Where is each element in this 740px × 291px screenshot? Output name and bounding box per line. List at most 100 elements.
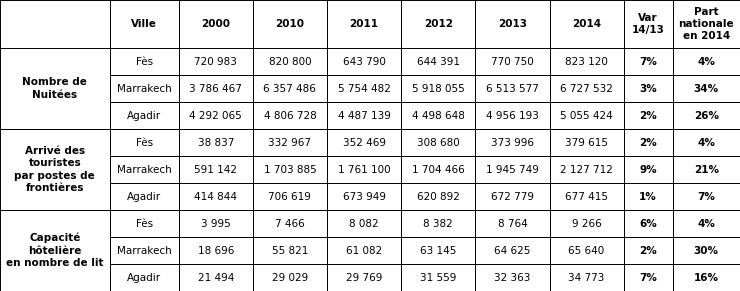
Bar <box>327 183 401 210</box>
Text: 1 704 466: 1 704 466 <box>412 164 465 175</box>
Bar <box>673 129 740 156</box>
Bar <box>624 156 673 183</box>
Text: 823 120: 823 120 <box>565 56 608 67</box>
Text: 706 619: 706 619 <box>269 191 312 201</box>
Bar <box>401 264 475 291</box>
Text: 6 357 486: 6 357 486 <box>263 84 317 93</box>
Bar <box>475 75 550 102</box>
Text: 2%: 2% <box>639 138 657 148</box>
Bar <box>401 183 475 210</box>
Bar <box>0 129 110 210</box>
Text: 34 773: 34 773 <box>568 272 605 283</box>
Text: 4 806 728: 4 806 728 <box>263 111 316 120</box>
Bar <box>178 102 253 129</box>
Text: 31 559: 31 559 <box>420 272 457 283</box>
Text: 352 469: 352 469 <box>343 138 386 148</box>
Text: Part
nationale
en 2014: Part nationale en 2014 <box>679 7 734 41</box>
Bar <box>253 237 327 264</box>
Bar <box>475 237 550 264</box>
Bar <box>475 156 550 183</box>
Bar <box>475 102 550 129</box>
Bar <box>624 129 673 156</box>
Text: 63 145: 63 145 <box>420 246 457 255</box>
Text: 672 779: 672 779 <box>491 191 534 201</box>
Text: Nombre de
Nuitées: Nombre de Nuitées <box>22 77 87 100</box>
Text: 820 800: 820 800 <box>269 56 312 67</box>
Bar <box>401 237 475 264</box>
Bar <box>0 0 110 48</box>
Bar <box>550 210 624 237</box>
Text: 6%: 6% <box>639 219 657 228</box>
Bar <box>550 183 624 210</box>
Bar <box>253 0 327 48</box>
Text: 770 750: 770 750 <box>491 56 534 67</box>
Text: 3 786 467: 3 786 467 <box>189 84 242 93</box>
Text: Agadir: Agadir <box>127 111 161 120</box>
Text: 8 082: 8 082 <box>349 219 379 228</box>
Bar <box>673 237 740 264</box>
Text: 308 680: 308 680 <box>417 138 460 148</box>
Bar <box>550 264 624 291</box>
Text: Fès: Fès <box>135 138 152 148</box>
Text: 620 892: 620 892 <box>417 191 460 201</box>
Text: 1 703 885: 1 703 885 <box>263 164 316 175</box>
Bar <box>475 48 550 75</box>
Bar <box>673 0 740 48</box>
Text: 64 625: 64 625 <box>494 246 531 255</box>
Text: 1%: 1% <box>639 191 657 201</box>
Bar <box>327 0 401 48</box>
Bar <box>253 102 327 129</box>
Bar <box>110 237 178 264</box>
Bar <box>327 264 401 291</box>
Text: 7%: 7% <box>639 272 657 283</box>
Text: 61 082: 61 082 <box>346 246 383 255</box>
Bar <box>110 264 178 291</box>
Bar <box>178 156 253 183</box>
Bar <box>550 48 624 75</box>
Bar <box>673 75 740 102</box>
Text: 5 918 055: 5 918 055 <box>412 84 465 93</box>
Text: 2%: 2% <box>639 246 657 255</box>
Bar <box>475 129 550 156</box>
Bar <box>673 48 740 75</box>
Text: 1 945 749: 1 945 749 <box>486 164 539 175</box>
Text: 720 983: 720 983 <box>195 56 238 67</box>
Bar <box>327 102 401 129</box>
Bar <box>110 75 178 102</box>
Text: 414 844: 414 844 <box>195 191 238 201</box>
Bar <box>110 0 178 48</box>
Bar <box>673 183 740 210</box>
Text: 4%: 4% <box>697 56 716 67</box>
Text: 4 292 065: 4 292 065 <box>189 111 242 120</box>
Text: 7 466: 7 466 <box>275 219 305 228</box>
Text: 2010: 2010 <box>275 19 304 29</box>
Text: 643 790: 643 790 <box>343 56 386 67</box>
Bar <box>624 102 673 129</box>
Text: 5 055 424: 5 055 424 <box>560 111 613 120</box>
Bar <box>401 102 475 129</box>
Text: Marrakech: Marrakech <box>117 164 172 175</box>
Bar <box>178 210 253 237</box>
Bar <box>624 264 673 291</box>
Bar <box>673 264 740 291</box>
Bar <box>110 129 178 156</box>
Bar <box>327 129 401 156</box>
Text: Agadir: Agadir <box>127 272 161 283</box>
Text: 2011: 2011 <box>349 19 379 29</box>
Bar <box>178 75 253 102</box>
Bar <box>110 48 178 75</box>
Text: Arrivé des
touristes
par postes de
frontières: Arrivé des touristes par postes de front… <box>14 146 95 193</box>
Text: 30%: 30% <box>694 246 719 255</box>
Bar <box>475 210 550 237</box>
Bar <box>253 183 327 210</box>
Bar <box>673 156 740 183</box>
Text: Agadir: Agadir <box>127 191 161 201</box>
Bar <box>253 75 327 102</box>
Bar <box>624 0 673 48</box>
Bar <box>550 129 624 156</box>
Text: 4 498 648: 4 498 648 <box>412 111 465 120</box>
Text: 8 382: 8 382 <box>423 219 453 228</box>
Bar <box>110 183 178 210</box>
Text: Var
14/13: Var 14/13 <box>632 13 665 35</box>
Bar <box>178 237 253 264</box>
